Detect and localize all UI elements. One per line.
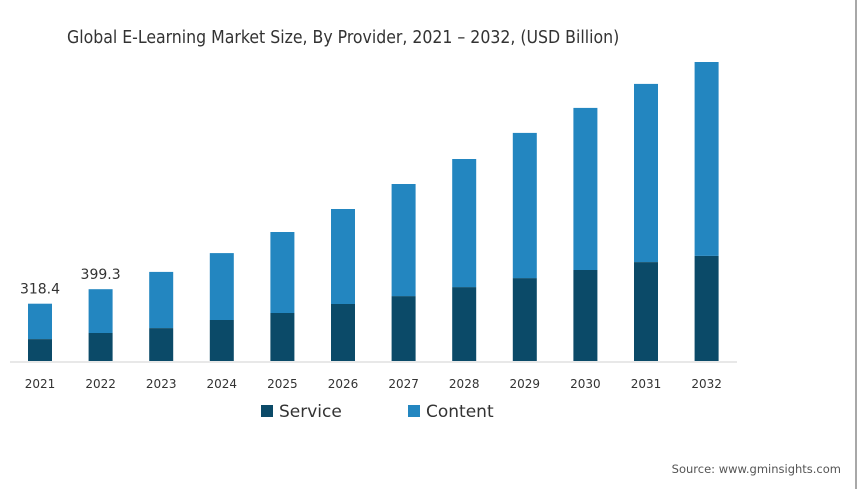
x-tick-label: 2031	[631, 377, 662, 391]
source-note: Source: www.gminsights.com	[672, 462, 841, 476]
bar-content-2022	[88, 289, 113, 333]
x-tick-label: 2026	[328, 377, 359, 391]
legend-swatch-service	[261, 405, 273, 417]
bars-group	[28, 62, 719, 361]
x-tick-label: 2022	[85, 377, 116, 391]
legend: Service Content	[261, 402, 494, 422]
bar-content-2025	[270, 232, 295, 313]
frame-edge	[855, 0, 857, 489]
bar-service-2030	[573, 270, 598, 361]
bar-service-2025	[270, 313, 295, 361]
x-tick-label: 2021	[25, 377, 56, 391]
bar-service-2028	[452, 287, 477, 361]
data-labels: 318.4 399.3	[20, 267, 121, 298]
x-tick-labels: 2021 2022 2023 2024 2025 2026 2027 2028 2029 2030…	[25, 377, 722, 391]
bar-content-2027	[391, 184, 416, 297]
bar-service-2021	[28, 339, 52, 361]
bar-service-2026	[331, 304, 355, 361]
x-tick-label: 2024	[207, 377, 238, 391]
bar-content-2032	[694, 62, 719, 256]
chart-title: Global E-Learning Market Size, By Provid…	[67, 28, 619, 48]
x-tick-label: 2027	[388, 377, 419, 391]
x-tick-label: 2032	[691, 377, 722, 391]
data-label: 399.3	[81, 267, 121, 283]
bar-content-2023	[149, 271, 174, 328]
bar-service-2023	[149, 328, 174, 361]
legend-label-content: Content	[426, 402, 494, 422]
legend-swatch-content	[408, 405, 420, 417]
bar-service-2024	[209, 320, 234, 361]
bar-service-2032	[694, 255, 719, 361]
bar-content-2030	[573, 107, 598, 271]
bar-content-2028	[452, 159, 477, 288]
x-tick-label: 2025	[267, 377, 298, 391]
bar-content-2029	[512, 132, 537, 279]
x-tick-label: 2029	[510, 377, 541, 391]
bar-service-2031	[634, 262, 658, 361]
x-tick-label: 2028	[449, 377, 480, 391]
bar-service-2027	[391, 296, 416, 361]
bar-content-2031	[634, 83, 658, 263]
x-tick-label: 2030	[570, 377, 601, 391]
bar-content-2024	[209, 253, 234, 320]
bar-content-2021	[28, 303, 52, 339]
bar-service-2029	[512, 278, 537, 361]
data-label: 318.4	[20, 282, 60, 298]
bar-content-2026	[331, 209, 355, 304]
x-tick-label: 2023	[146, 377, 177, 391]
bar-service-2022	[88, 332, 113, 361]
legend-label-service: Service	[279, 402, 342, 422]
